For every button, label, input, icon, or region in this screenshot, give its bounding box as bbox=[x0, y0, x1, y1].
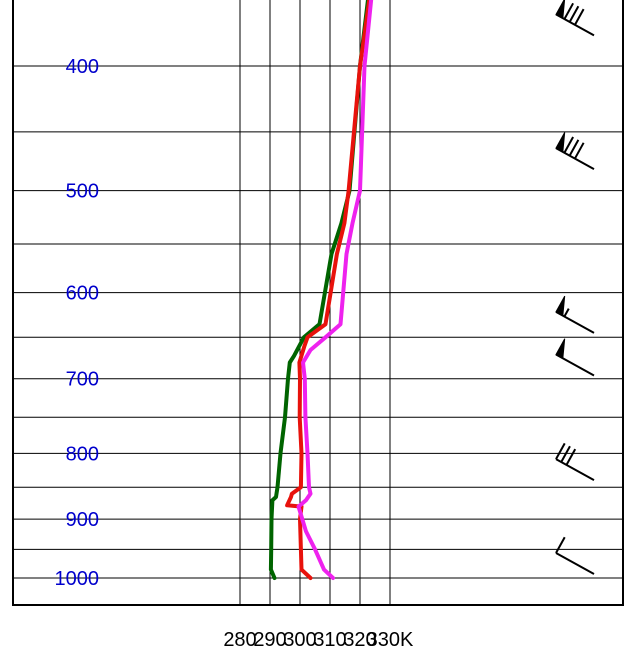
grid bbox=[13, 0, 623, 605]
pressure-tick-label: 1000 bbox=[55, 568, 100, 590]
plot-frame bbox=[12, 0, 624, 606]
temperature-tick-label: 320 bbox=[343, 629, 376, 651]
temperature-tick-label: 280 bbox=[223, 629, 256, 651]
temperature-tick-label: 330K bbox=[367, 629, 414, 651]
temperature-tick-label: 290 bbox=[253, 629, 286, 651]
wind-barb bbox=[555, 132, 595, 170]
wind-barb bbox=[555, 442, 595, 481]
pressure-tick-label: 600 bbox=[66, 283, 99, 305]
series-line-green bbox=[268, 0, 370, 580]
pressure-tick-label: 500 bbox=[66, 181, 99, 203]
wind-barb bbox=[555, 536, 595, 575]
temperature-tick-label: 310 bbox=[313, 629, 346, 651]
wind-barb bbox=[555, 295, 595, 334]
pressure-tick-label: 900 bbox=[66, 509, 99, 531]
temperature-tick-label: 300 bbox=[283, 629, 316, 651]
wind-barbs bbox=[555, 0, 595, 575]
pressure-tick-label: 400 bbox=[66, 56, 99, 78]
pressure-tick-label: 800 bbox=[66, 443, 99, 465]
series-lines bbox=[268, 0, 374, 580]
pressure-tick-labels: 400 500 600 700 800 900 1000 bbox=[55, 56, 100, 590]
wind-barb bbox=[555, 0, 595, 37]
pressure-tick-label: 700 bbox=[66, 369, 99, 391]
series-line-magenta bbox=[296, 0, 374, 580]
wind-barb bbox=[555, 338, 595, 377]
